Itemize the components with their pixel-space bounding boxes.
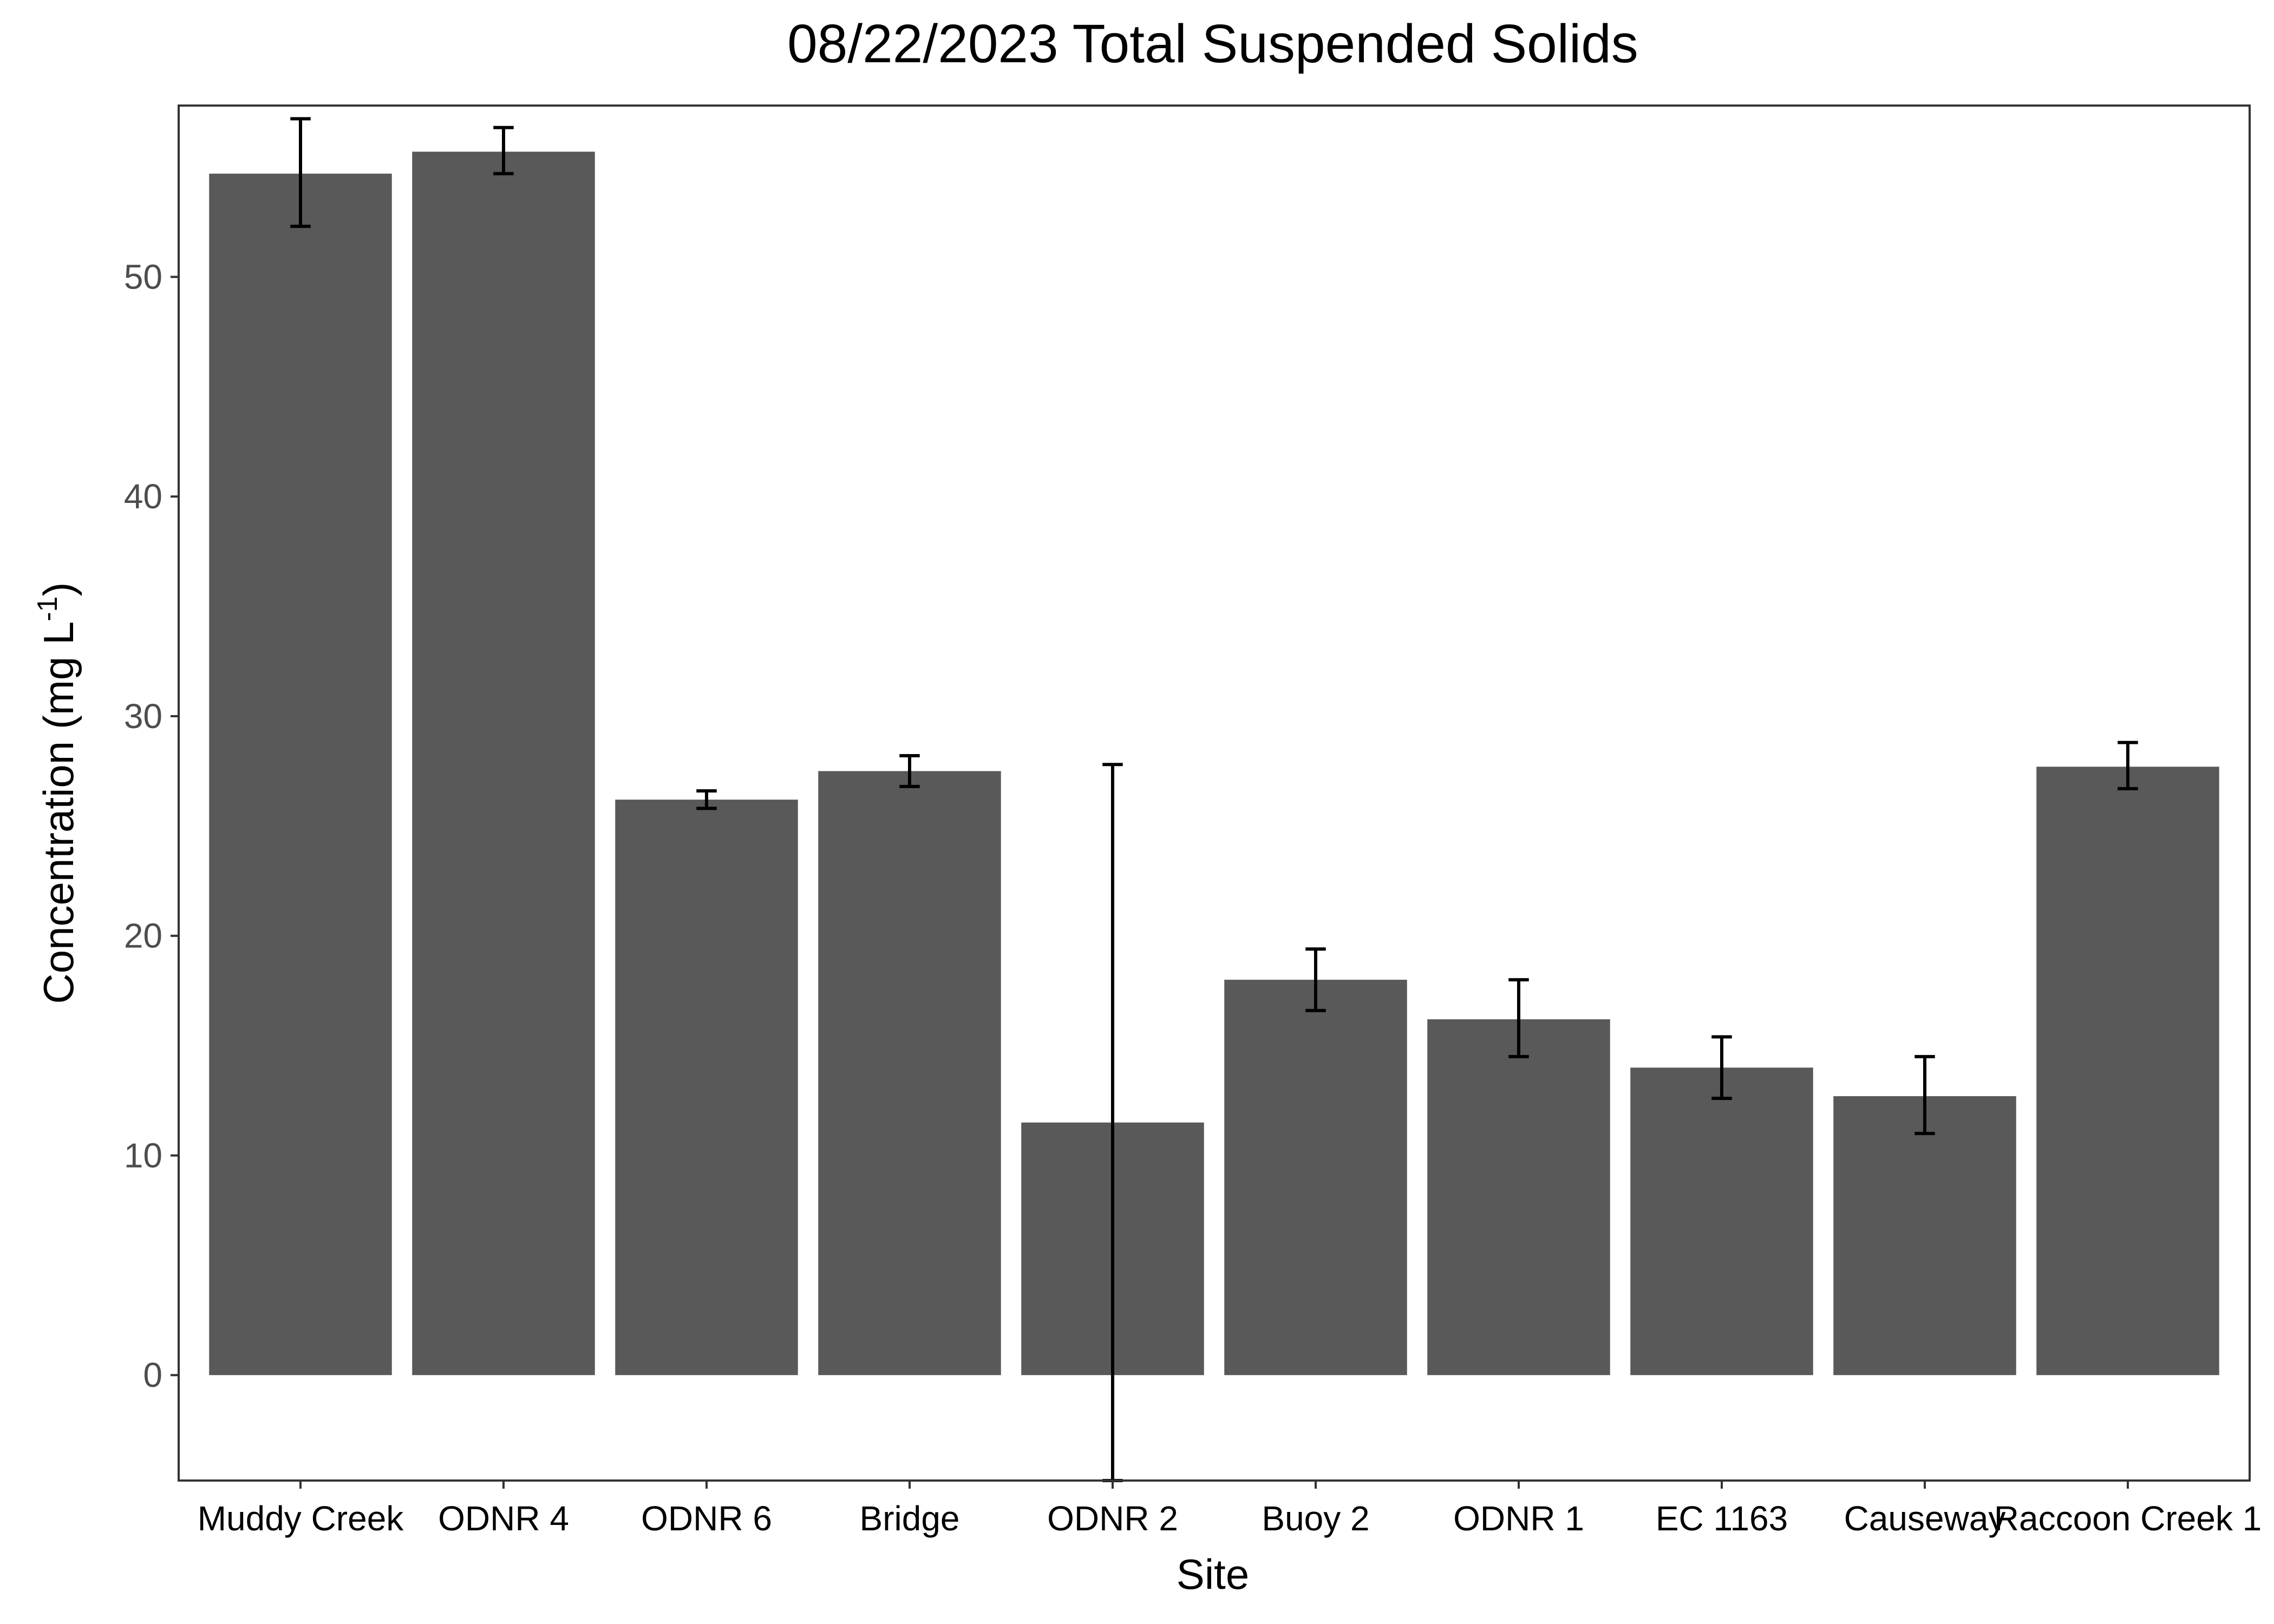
y-tick-label: 50	[124, 257, 162, 296]
x-tick-label: Causeway	[1844, 1499, 2006, 1538]
chart-title: 08/22/2023 Total Suspended Solids	[787, 14, 1638, 74]
bar-buoy-2	[1224, 979, 1407, 1376]
bar-raccoon-creek-1	[2036, 767, 2219, 1376]
error-bar	[290, 117, 311, 228]
error-bars-layer	[290, 117, 2138, 1482]
y-tick-label: 40	[124, 477, 162, 516]
x-tick-label: Bridge	[860, 1499, 960, 1538]
y-tick-label: 0	[143, 1355, 162, 1394]
x-tick-label: Muddy Creek	[198, 1499, 404, 1538]
x-tick-label: ODNR 1	[1453, 1499, 1584, 1538]
bar-ec-1163	[1630, 1068, 1813, 1376]
x-tick-label: ODNR 4	[438, 1499, 569, 1538]
y-axis: 0 10 20 30 40 50	[124, 257, 179, 1394]
error-bar	[899, 754, 920, 788]
error-bar	[1305, 947, 1326, 1012]
y-axis-title-main: Concentration (mg L	[35, 621, 82, 1004]
error-bar	[2118, 741, 2138, 790]
x-tick-label: Buoy 2	[1262, 1499, 1369, 1538]
error-bar	[1711, 1035, 1732, 1100]
error-bar	[696, 789, 717, 810]
bar-causeway	[1833, 1096, 2016, 1376]
bar-odnr-6	[615, 800, 798, 1376]
x-tick-label: EC 1163	[1656, 1499, 1788, 1538]
x-axis: Muddy Creek ODNR 4 ODNR 6 Bridge ODNR 2 Buoy …	[198, 1481, 2262, 1538]
bars-layer	[209, 152, 2219, 1376]
error-bar	[1508, 978, 1529, 1058]
x-tick-label: Raccoon Creek 1	[1994, 1499, 2262, 1538]
y-tick-label: 20	[124, 916, 162, 955]
bar-odnr-1	[1427, 1019, 1610, 1376]
bar-odnr-4	[412, 152, 595, 1376]
x-tick-label: ODNR 2	[1047, 1499, 1178, 1538]
y-axis-title-superscript: -1	[32, 597, 63, 621]
x-axis-title: Site	[1177, 1550, 1249, 1598]
x-tick-label: ODNR 6	[641, 1499, 772, 1538]
y-tick-label: 10	[124, 1136, 162, 1175]
bar-bridge	[818, 771, 1001, 1376]
error-bar	[493, 126, 514, 175]
bar-muddy-creek	[209, 173, 392, 1376]
plot-panel	[178, 104, 2251, 1482]
y-axis-title-close: )	[35, 582, 82, 597]
error-bar	[1914, 1055, 1935, 1135]
y-axis-title: Concentration (mg L-1)	[32, 582, 82, 1004]
y-tick-label: 30	[124, 697, 162, 736]
